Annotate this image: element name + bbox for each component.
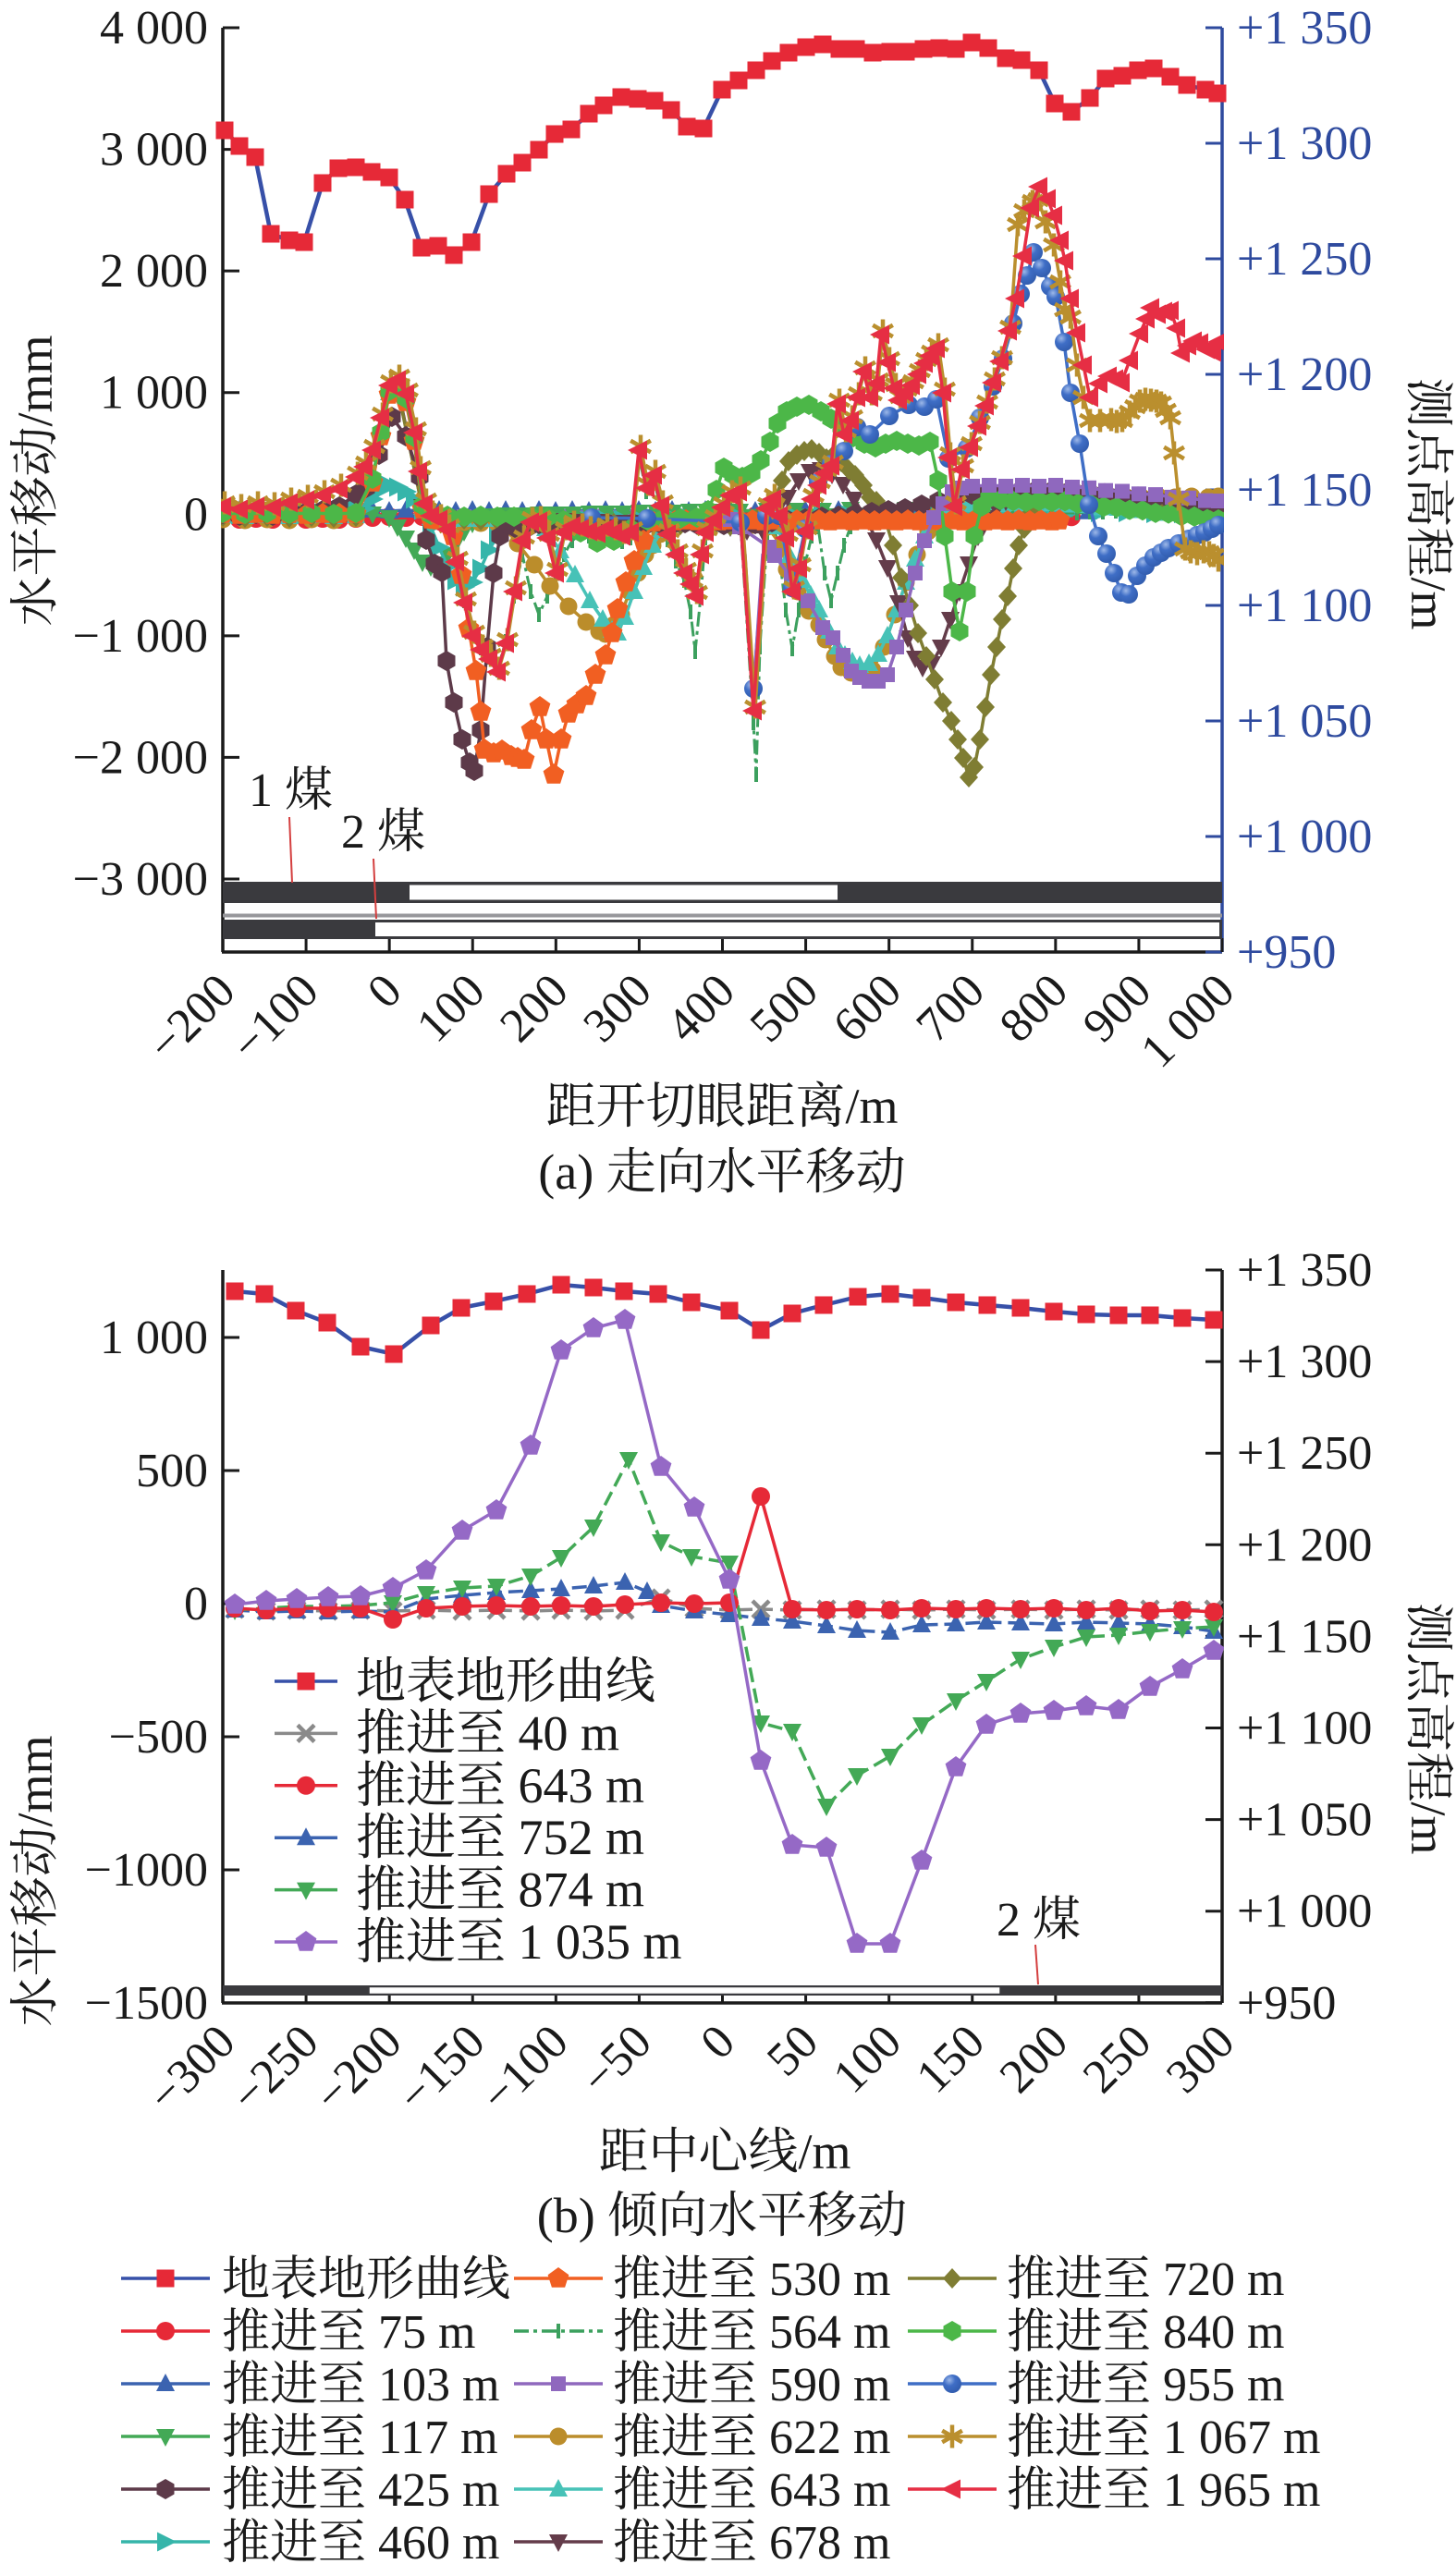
svg-text:+1 300: +1 300 — [1237, 117, 1372, 170]
svg-text:1 067 m: 1 067 m — [1151, 2411, 1320, 2464]
svg-text:−1 000: −1 000 — [73, 610, 208, 663]
svg-text:840 m: 840 m — [1151, 2306, 1284, 2359]
svg-text:+1 100: +1 100 — [1237, 1703, 1372, 1755]
svg-text:874 m: 874 m — [506, 1862, 644, 1918]
svg-text:103 m: 103 m — [366, 2359, 499, 2411]
svg-text:590 m: 590 m — [757, 2359, 890, 2411]
svg-text:1 000: 1 000 — [100, 367, 208, 420]
svg-text:460 m: 460 m — [366, 2517, 499, 2570]
svg-text:/mm: /mm — [7, 335, 63, 426]
svg-text:530 m: 530 m — [757, 2253, 890, 2306]
svg-text:678 m: 678 m — [757, 2517, 890, 2570]
svg-text:40 m: 40 m — [506, 1705, 619, 1761]
svg-text:0: 0 — [184, 1578, 208, 1630]
svg-text:1 000: 1 000 — [100, 1312, 208, 1364]
svg-text:0: 0 — [184, 488, 208, 541]
svg-text:/mm: /mm — [7, 1735, 63, 1826]
svg-text:117 m: 117 m — [366, 2411, 498, 2464]
svg-text:1: 1 — [249, 764, 285, 817]
svg-text:955 m: 955 m — [1151, 2359, 1284, 2411]
svg-text:2: 2 — [341, 806, 377, 859]
svg-text:−3 000: −3 000 — [73, 853, 208, 906]
svg-text:1 965 m: 1 965 m — [1151, 2464, 1320, 2517]
svg-text:+1 100: +1 100 — [1237, 580, 1372, 632]
svg-text:+1 200: +1 200 — [1237, 348, 1372, 401]
svg-text:/m: /m — [1401, 578, 1456, 630]
svg-text:720 m: 720 m — [1151, 2253, 1284, 2306]
svg-text:+1 250: +1 250 — [1237, 233, 1372, 286]
svg-text:425 m: 425 m — [366, 2464, 499, 2517]
svg-text:2: 2 — [997, 1894, 1033, 1947]
svg-text:3 000: 3 000 — [100, 124, 208, 177]
svg-text:1 035 m: 1 035 m — [506, 1914, 682, 1970]
svg-text:+1 050: +1 050 — [1237, 1794, 1372, 1847]
svg-text:(a): (a) — [538, 1144, 606, 1200]
svg-text:75 m: 75 m — [366, 2306, 475, 2359]
svg-text:+1 300: +1 300 — [1237, 1336, 1372, 1388]
svg-text:−500: −500 — [109, 1711, 208, 1764]
svg-text:(b): (b) — [537, 2188, 607, 2243]
svg-text:+1 050: +1 050 — [1237, 695, 1372, 748]
svg-text:+1 250: +1 250 — [1237, 1427, 1372, 1480]
svg-text:−1500: −1500 — [85, 1977, 208, 2030]
svg-text:+950: +950 — [1237, 926, 1336, 979]
svg-text:752 m: 752 m — [506, 1810, 644, 1865]
svg-text:/m: /m — [799, 2124, 851, 2179]
svg-text:4 000: 4 000 — [100, 2, 208, 55]
svg-text:564 m: 564 m — [757, 2306, 890, 2359]
svg-text:+1 350: +1 350 — [1237, 1244, 1372, 1297]
svg-text:+1 000: +1 000 — [1237, 811, 1372, 863]
svg-text:+950: +950 — [1237, 1977, 1336, 2030]
svg-text:2 000: 2 000 — [100, 245, 208, 298]
svg-text:622 m: 622 m — [757, 2411, 890, 2464]
svg-text:/m: /m — [1401, 1802, 1456, 1855]
svg-text:/m: /m — [846, 1079, 899, 1134]
svg-text:+1 000: +1 000 — [1237, 1886, 1372, 1938]
svg-text:−1000: −1000 — [85, 1844, 208, 1897]
svg-text:+1 200: +1 200 — [1237, 1519, 1372, 1571]
svg-text:500: 500 — [136, 1445, 208, 1497]
svg-text:+1 150: +1 150 — [1237, 1610, 1372, 1663]
svg-text:+1 150: +1 150 — [1237, 464, 1372, 517]
svg-text:−2 000: −2 000 — [73, 731, 208, 784]
svg-text:643 m: 643 m — [506, 1758, 644, 1813]
svg-text:643 m: 643 m — [757, 2464, 890, 2517]
svg-text:+1 350: +1 350 — [1237, 2, 1372, 55]
